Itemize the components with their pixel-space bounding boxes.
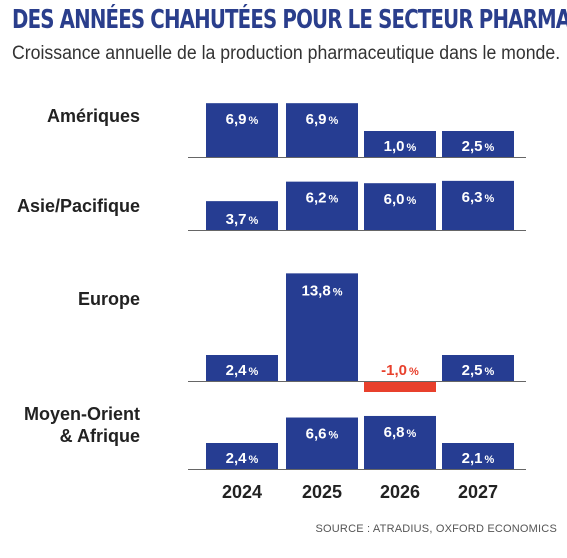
bar-series-1-2026 — [364, 131, 436, 157]
value-label-series-2-2024: 3,7% — [226, 211, 259, 228]
value-label-series-3-2027: 2,5% — [462, 362, 495, 379]
year-label-2024: 2024 — [222, 482, 262, 502]
bar-series-3-2027 — [442, 355, 514, 381]
bar-series-4-2027 — [442, 443, 514, 469]
value-label-series-1-2026: 1,0% — [384, 138, 417, 155]
region-label-series-1: Amériques — [47, 106, 140, 126]
value-label-series-3-2026: -1,0% — [381, 362, 419, 379]
value-label-series-2-2027: 6,3% — [462, 189, 495, 206]
year-label-2025: 2025 — [302, 482, 342, 502]
value-label-series-3-2024: 2,4% — [226, 362, 259, 379]
bar-series-2-2025 — [286, 181, 358, 230]
year-label-2026: 2026 — [380, 482, 420, 502]
bar-series-1-2024 — [206, 103, 278, 157]
value-label-series-1-2025: 6,9% — [306, 111, 339, 128]
value-label-series-1-2027: 2,5% — [462, 138, 495, 155]
chart-source: SOURCE : ATRADIUS, OXFORD ECONOMICS — [315, 523, 557, 535]
bar-series-1-2027 — [442, 131, 514, 157]
bar-series-4-2026 — [364, 415, 436, 469]
value-label-series-3-2025: 13,8% — [302, 282, 343, 299]
value-label-series-4-2025: 6,6% — [306, 426, 339, 443]
bar-series-3-2025 — [286, 273, 358, 381]
bar-series-4-2025 — [286, 417, 358, 469]
value-label-series-1-2024: 6,9% — [226, 111, 259, 128]
bar-series-2-2026 — [364, 183, 436, 230]
chart-subtitle: Croissance annuelle de la production pha… — [12, 43, 561, 64]
bar-series-1-2025 — [286, 103, 358, 157]
bar-series-2-2027 — [442, 180, 514, 230]
value-label-series-2-2025: 6,2% — [306, 190, 339, 207]
bar-series-3-2024 — [206, 355, 278, 381]
value-label-series-2-2026: 6,0% — [384, 191, 417, 208]
value-label-series-4-2026: 6,8% — [384, 424, 417, 441]
bar-series-4-2024 — [206, 443, 278, 469]
region-label-series-4: Moyen-Orient & Afrique — [24, 404, 140, 446]
region-label-series-2: Asie/Pacifique — [17, 196, 140, 216]
value-label-series-4-2027: 2,1% — [462, 450, 495, 467]
value-label-series-4-2024: 2,4% — [226, 450, 259, 467]
bar-series-3-2026 — [364, 381, 436, 392]
year-label-2027: 2027 — [458, 482, 498, 502]
bar-series-2-2024 — [206, 201, 278, 230]
region-label-series-3: Europe — [78, 289, 140, 309]
